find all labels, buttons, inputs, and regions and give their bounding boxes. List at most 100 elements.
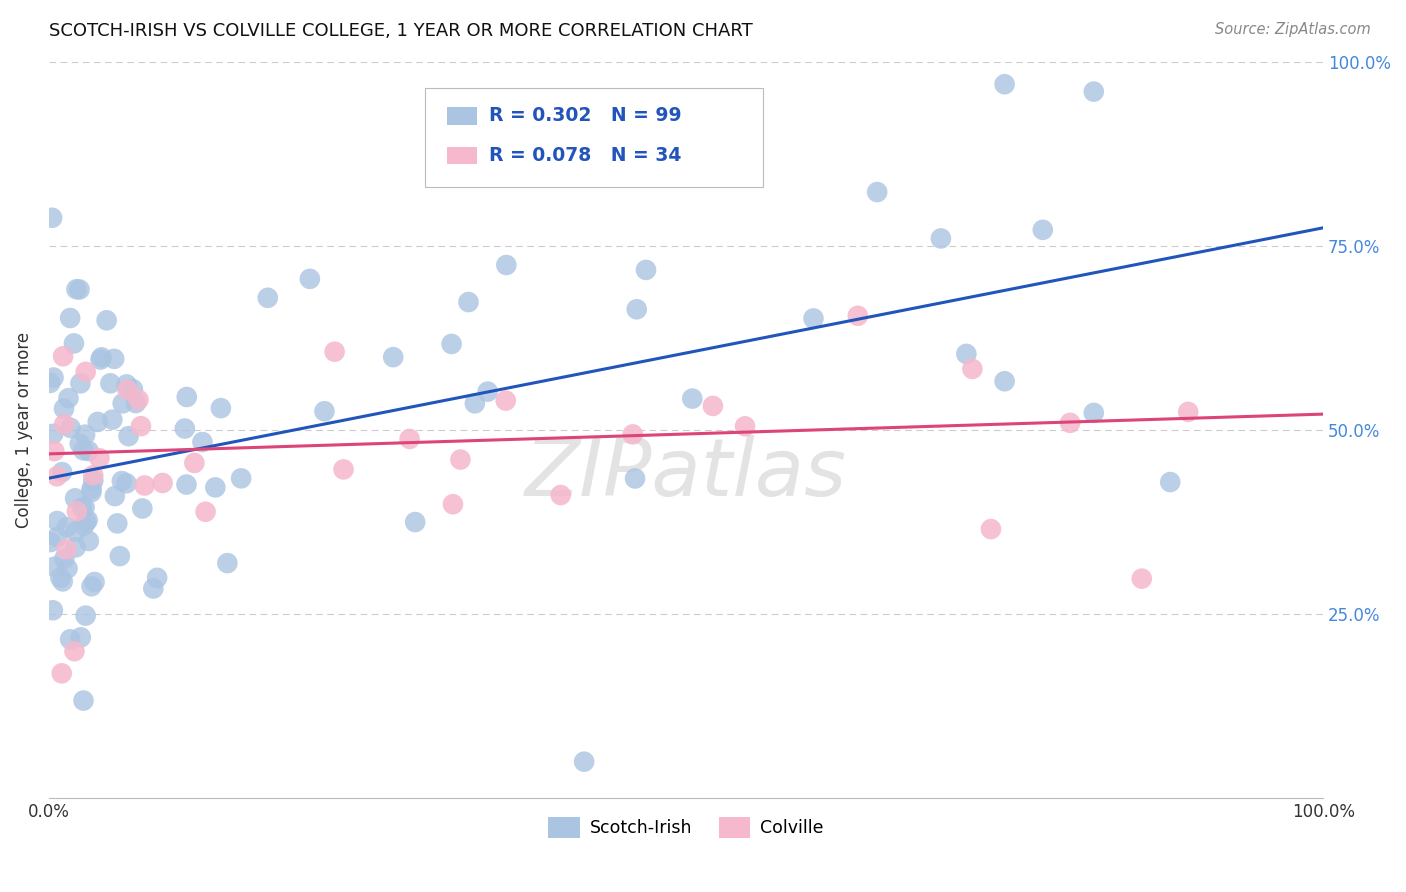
Legend: Scotch-Irish, Colville: Scotch-Irish, Colville [541,810,831,845]
Point [63,491,86,506]
Point [131,501,153,516]
Point [63,336,86,351]
Point [59,421,82,435]
Point [1159,475,1181,489]
Point [82,474,104,488]
Point [929,231,952,245]
Point [66,504,89,518]
Point [111,396,134,410]
Point [634,263,657,277]
Point [734,419,756,434]
Point [115,476,138,491]
Point [624,471,647,485]
Point [53,417,76,432]
Point [125,396,148,410]
Point [39,535,62,549]
Point [440,337,463,351]
Point [955,347,977,361]
Point [105,516,128,531]
Point [522,144,544,158]
Point [44,559,66,574]
Point [980,522,1002,536]
Point [495,258,517,272]
Point [53,401,76,416]
Point [86,415,108,429]
Y-axis label: College, 1 year or more: College, 1 year or more [15,332,32,528]
Point [58,391,80,405]
Point [621,427,644,442]
Point [56,520,79,534]
Point [1032,223,1054,237]
Point [117,429,139,443]
Point [42,603,65,617]
Point [75,427,97,442]
Point [56,561,79,575]
Point [191,435,214,450]
Point [104,489,127,503]
Point [46,514,69,528]
Point [152,475,174,490]
Point [117,383,139,397]
Point [176,477,198,491]
Point [77,444,100,458]
Point [495,393,517,408]
Point [572,755,595,769]
Point [142,582,165,596]
Point [146,571,169,585]
Point [846,309,869,323]
Text: R = 0.302   N = 99: R = 0.302 N = 99 [488,106,681,126]
Point [75,608,97,623]
Point [1130,572,1153,586]
Point [626,302,648,317]
Point [80,482,103,496]
Point [217,556,239,570]
Point [42,426,65,441]
Point [122,382,145,396]
Point [332,462,354,476]
Point [75,515,97,529]
Point [52,349,75,363]
Text: R = 0.078   N = 34: R = 0.078 N = 34 [488,146,681,165]
Point [404,515,426,529]
Point [44,444,66,458]
Point [323,344,346,359]
Point [101,412,124,426]
Text: ZIPatlas: ZIPatlas [524,435,848,514]
Point [89,352,111,367]
Point [59,310,82,325]
Point [65,541,87,555]
Point [1083,406,1105,420]
Point [65,524,87,539]
Point [70,500,93,515]
Point [80,579,103,593]
Point [49,571,72,585]
Point [82,468,104,483]
Point [103,351,125,366]
Point [1177,405,1199,419]
Point [231,471,253,485]
Point [59,632,82,647]
Point [314,404,336,418]
Point [76,513,98,527]
Point [39,376,62,390]
Point [72,443,94,458]
Point [42,370,65,384]
Point [204,480,226,494]
Point [256,291,278,305]
Point [80,485,103,500]
Point [63,644,86,658]
Point [70,630,93,644]
Point [134,478,156,492]
Point [46,469,69,483]
Point [52,574,75,589]
Point [51,666,73,681]
Point [477,384,499,399]
Point [681,392,703,406]
Point [176,390,198,404]
Point [55,542,77,557]
Point [382,350,405,364]
Point [464,396,486,410]
Point [866,185,889,199]
Point [75,365,97,379]
FancyBboxPatch shape [425,88,762,187]
